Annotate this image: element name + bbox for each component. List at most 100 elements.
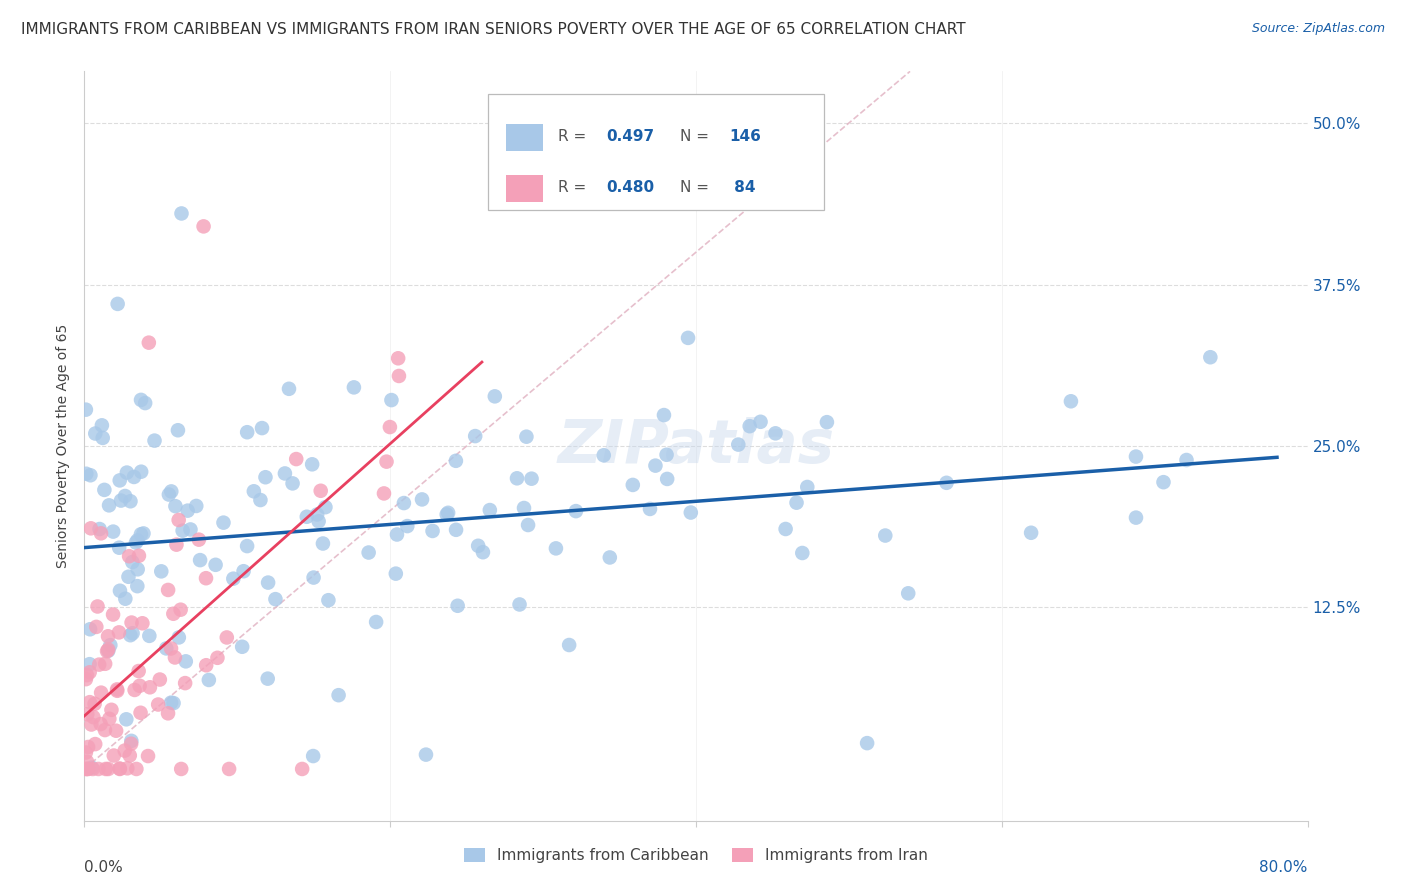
- Point: [207, 650, 229, 665]
- Point: [387, 351, 409, 366]
- Point: [148, 698, 170, 712]
- Text: 84: 84: [728, 180, 755, 195]
- Point: [243, 484, 266, 499]
- Point: [236, 425, 259, 440]
- Point: [110, 493, 132, 508]
- Point: [599, 550, 621, 565]
- Point: [385, 566, 408, 581]
- Point: [79, 695, 101, 709]
- Point: [89, 657, 111, 672]
- Point: [506, 471, 529, 485]
- Point: [307, 508, 329, 522]
- Point: [796, 480, 818, 494]
- Point: [149, 673, 172, 687]
- Point: [162, 607, 184, 621]
- Point: [129, 465, 152, 479]
- Point: [143, 434, 166, 448]
- Text: N =: N =: [681, 129, 714, 144]
- Point: [125, 535, 148, 549]
- Point: [676, 331, 699, 345]
- Point: [121, 615, 143, 630]
- Point: [478, 503, 501, 517]
- Point: [120, 734, 142, 748]
- Point: [875, 528, 897, 542]
- Point: [775, 522, 797, 536]
- Point: [90, 526, 112, 541]
- Point: [274, 467, 297, 481]
- Point: [163, 650, 186, 665]
- Point: [167, 423, 190, 437]
- Point: [98, 712, 121, 726]
- Point: [471, 545, 494, 559]
- Point: [437, 506, 460, 520]
- Point: [366, 615, 388, 629]
- Point: [121, 626, 143, 640]
- Point: [115, 466, 138, 480]
- Point: [114, 743, 136, 757]
- Point: [484, 389, 506, 403]
- Point: [167, 631, 190, 645]
- Point: [249, 493, 271, 508]
- Point: [380, 393, 402, 408]
- Point: [444, 523, 467, 537]
- Point: [318, 593, 340, 607]
- Point: [79, 657, 101, 672]
- Point: [1125, 450, 1147, 464]
- Point: [160, 484, 183, 499]
- Point: [792, 546, 814, 560]
- Text: 0.480: 0.480: [606, 180, 655, 195]
- Point: [509, 598, 531, 612]
- Point: [250, 421, 273, 435]
- Point: [856, 736, 879, 750]
- Point: [302, 570, 325, 584]
- Point: [127, 579, 149, 593]
- Point: [157, 487, 180, 501]
- Point: [176, 503, 198, 517]
- Text: N =: N =: [681, 180, 714, 195]
- Point: [174, 654, 197, 668]
- Point: [84, 737, 107, 751]
- Point: [392, 496, 415, 510]
- Point: [117, 570, 139, 584]
- Point: [195, 658, 218, 673]
- Point: [75, 402, 97, 417]
- Point: [170, 762, 193, 776]
- Point: [120, 494, 142, 508]
- Point: [357, 545, 380, 559]
- Point: [128, 549, 150, 563]
- FancyBboxPatch shape: [506, 176, 543, 202]
- Point: [76, 762, 98, 776]
- Point: [308, 514, 330, 528]
- Point: [134, 396, 156, 410]
- Y-axis label: Seniors Poverty Over the Age of 65: Seniors Poverty Over the Age of 65: [56, 324, 70, 568]
- Point: [157, 706, 180, 721]
- Point: [165, 499, 187, 513]
- Point: [125, 762, 148, 776]
- Point: [388, 368, 411, 383]
- Point: [76, 755, 98, 769]
- Point: [94, 657, 117, 671]
- Point: [108, 762, 131, 776]
- Point: [128, 664, 150, 678]
- Point: [91, 431, 114, 445]
- Point: [160, 641, 183, 656]
- Point: [295, 509, 318, 524]
- Legend: Immigrants from Caribbean, Immigrants from Iran: Immigrants from Caribbean, Immigrants fr…: [457, 841, 935, 869]
- Point: [136, 749, 159, 764]
- Point: [378, 420, 401, 434]
- Point: [77, 762, 100, 776]
- Point: [786, 496, 808, 510]
- Point: [520, 472, 543, 486]
- Point: [80, 521, 103, 535]
- Point: [96, 644, 118, 658]
- Point: [188, 553, 211, 567]
- Point: [162, 696, 184, 710]
- Point: [172, 524, 194, 538]
- Point: [105, 682, 128, 697]
- Text: R =: R =: [558, 180, 591, 195]
- Point: [160, 696, 183, 710]
- Text: 80.0%: 80.0%: [1260, 860, 1308, 874]
- Point: [150, 565, 173, 579]
- Point: [513, 501, 536, 516]
- Point: [97, 762, 120, 776]
